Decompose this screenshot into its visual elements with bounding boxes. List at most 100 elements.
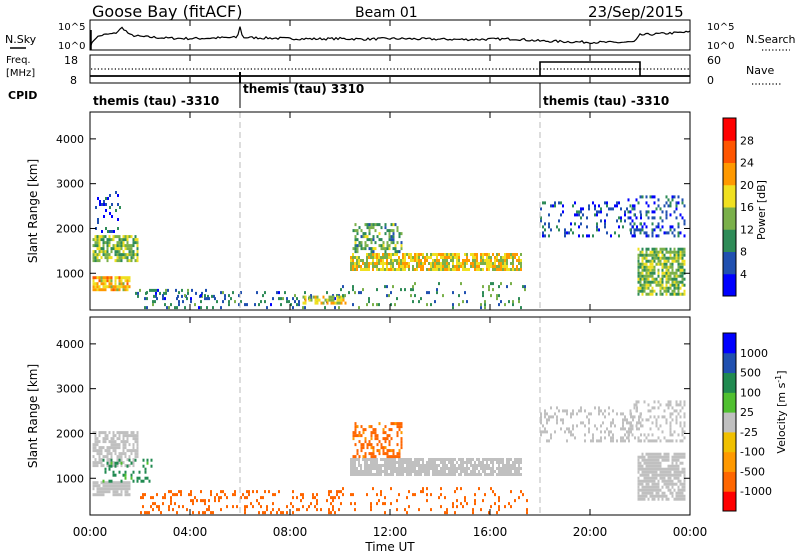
velocity-cell bbox=[216, 493, 218, 497]
power-cell bbox=[92, 285, 95, 289]
velocity-cell bbox=[374, 467, 376, 470]
power-cell bbox=[120, 282, 123, 286]
power-cell bbox=[639, 280, 642, 284]
power-cell bbox=[380, 259, 382, 262]
power-cell bbox=[683, 250, 686, 254]
power-cell bbox=[512, 268, 514, 271]
velocity-cell bbox=[651, 461, 654, 465]
velocity-cell bbox=[396, 473, 398, 476]
power-cell bbox=[641, 283, 644, 287]
velocity-cell bbox=[124, 455, 127, 459]
velocity-cell bbox=[640, 424, 642, 428]
power-cell bbox=[184, 294, 186, 298]
power-cell bbox=[635, 216, 638, 220]
velocity-cell bbox=[408, 461, 410, 464]
velocity-cell bbox=[472, 470, 474, 473]
power-cell bbox=[600, 219, 602, 223]
power-cell bbox=[669, 213, 672, 217]
velocity-cell bbox=[114, 464, 117, 468]
velocity-cell bbox=[300, 493, 302, 497]
velocity-cell bbox=[510, 464, 512, 467]
velocity-cell bbox=[645, 476, 648, 480]
power-cell bbox=[416, 265, 418, 268]
power-cell bbox=[354, 250, 357, 254]
power-cell bbox=[486, 262, 488, 265]
noise-left-tick-bottom: 10^0 bbox=[58, 41, 85, 52]
power-cell bbox=[677, 280, 680, 284]
power-cell bbox=[502, 256, 504, 259]
velocity-cell bbox=[675, 400, 678, 404]
velocity-cell bbox=[354, 473, 356, 476]
power-cell bbox=[426, 291, 428, 295]
velocity-cell bbox=[502, 473, 504, 476]
velocity-cell bbox=[671, 479, 674, 483]
power-cell bbox=[108, 253, 111, 257]
power-cell bbox=[130, 259, 133, 263]
power-cell bbox=[136, 241, 139, 245]
power-cell bbox=[372, 247, 375, 251]
velocity-cell bbox=[667, 467, 670, 471]
time-axis: 00:00 04:00 08:00 12:00 16:00 20:00 00:00 bbox=[73, 20, 707, 539]
velocity-cell bbox=[286, 511, 288, 515]
power-cell bbox=[655, 280, 658, 284]
velocity-cell bbox=[592, 433, 594, 437]
velocity-cell bbox=[126, 484, 129, 488]
velocity-cell bbox=[370, 464, 372, 467]
velocity-colorbar-frame bbox=[722, 332, 737, 512]
velocity-cell bbox=[588, 430, 590, 434]
velocity-cell bbox=[406, 461, 408, 464]
velocity-cell bbox=[130, 476, 133, 480]
power-cell bbox=[629, 228, 632, 232]
velocity-cell bbox=[628, 439, 630, 443]
velocity-cell bbox=[665, 479, 668, 483]
power-cell bbox=[683, 204, 686, 208]
power-cell bbox=[665, 283, 668, 287]
power-cell bbox=[116, 256, 119, 260]
velocity-cell bbox=[620, 439, 622, 443]
velocity-cell bbox=[653, 452, 656, 456]
power-cell bbox=[520, 253, 522, 256]
velocity-cell bbox=[681, 455, 684, 459]
velocity-cell bbox=[424, 464, 426, 467]
velocity-cell bbox=[258, 502, 260, 506]
power-cell bbox=[360, 259, 362, 262]
velocity-cell bbox=[677, 452, 680, 456]
velocity-cell bbox=[556, 415, 558, 419]
power-cell bbox=[412, 268, 414, 271]
power-cell bbox=[96, 276, 99, 280]
power-cell bbox=[506, 268, 508, 271]
velocity-cell bbox=[126, 431, 129, 435]
velocity-cell bbox=[246, 490, 248, 494]
velocity-cell bbox=[402, 464, 404, 467]
power-cell bbox=[326, 291, 328, 295]
velocity-cell bbox=[232, 493, 234, 497]
power-cell bbox=[661, 274, 664, 278]
power-cell bbox=[508, 253, 510, 256]
power-cell bbox=[428, 256, 430, 259]
power-cell bbox=[102, 238, 105, 242]
velocity-cell bbox=[226, 505, 228, 509]
velocity-cell bbox=[566, 427, 568, 431]
power-cell bbox=[548, 222, 550, 226]
velocity-cell bbox=[370, 455, 373, 459]
power-cell bbox=[364, 247, 367, 251]
velocity-cell bbox=[146, 511, 148, 515]
power-cell bbox=[558, 201, 560, 205]
velocity-cell bbox=[671, 461, 674, 465]
velocity-colorbar-tick: -500 bbox=[740, 465, 765, 478]
power-cell bbox=[104, 288, 107, 292]
power-cell bbox=[280, 303, 282, 307]
power-cell bbox=[100, 288, 103, 292]
power-cell bbox=[448, 256, 450, 259]
power-cell bbox=[414, 294, 416, 298]
power-cell bbox=[356, 238, 359, 242]
velocity-cell bbox=[550, 436, 552, 440]
power-cell bbox=[354, 235, 357, 239]
power-cell bbox=[663, 271, 666, 275]
power-cell bbox=[106, 279, 109, 283]
power-cell bbox=[651, 268, 654, 272]
power-cell bbox=[100, 279, 103, 283]
velocity-cell bbox=[649, 494, 652, 498]
velocity-cell bbox=[124, 443, 127, 447]
velocity-cell bbox=[645, 482, 648, 486]
